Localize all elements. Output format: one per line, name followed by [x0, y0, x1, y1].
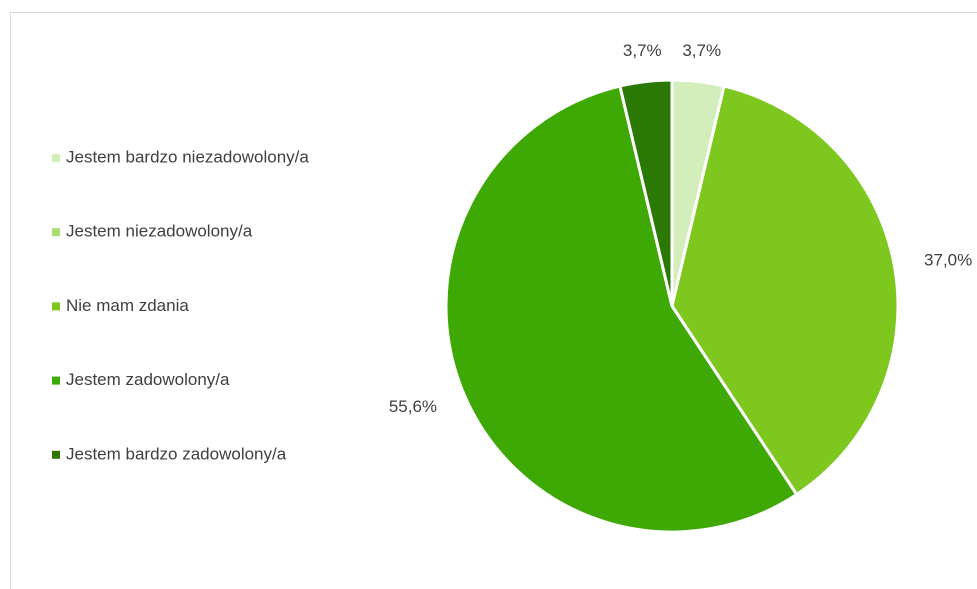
pie-slice — [618, 78, 674, 307]
legend-label: Jestem zadowolony/a — [66, 370, 230, 389]
data-label: 3,7% — [623, 41, 662, 60]
data-label: 37,0% — [924, 251, 972, 270]
legend-label: Jestem bardzo niezadowolony/a — [66, 147, 309, 166]
legend-label: Nie mam zdania — [66, 296, 189, 315]
legend-swatch — [52, 450, 60, 459]
legend-swatch — [52, 376, 60, 385]
data-label: 3,7% — [682, 41, 721, 60]
legend-label: Jestem bardzo zadowolony/a — [66, 444, 287, 463]
legend-swatch — [52, 154, 60, 162]
pie-slice — [444, 84, 799, 534]
legend-swatch — [52, 302, 60, 311]
legend-label: Jestem niezadowolony/a — [66, 222, 253, 241]
pie-slice — [670, 84, 900, 497]
data-label: 55,6% — [389, 397, 437, 416]
legend-swatch — [52, 228, 60, 237]
